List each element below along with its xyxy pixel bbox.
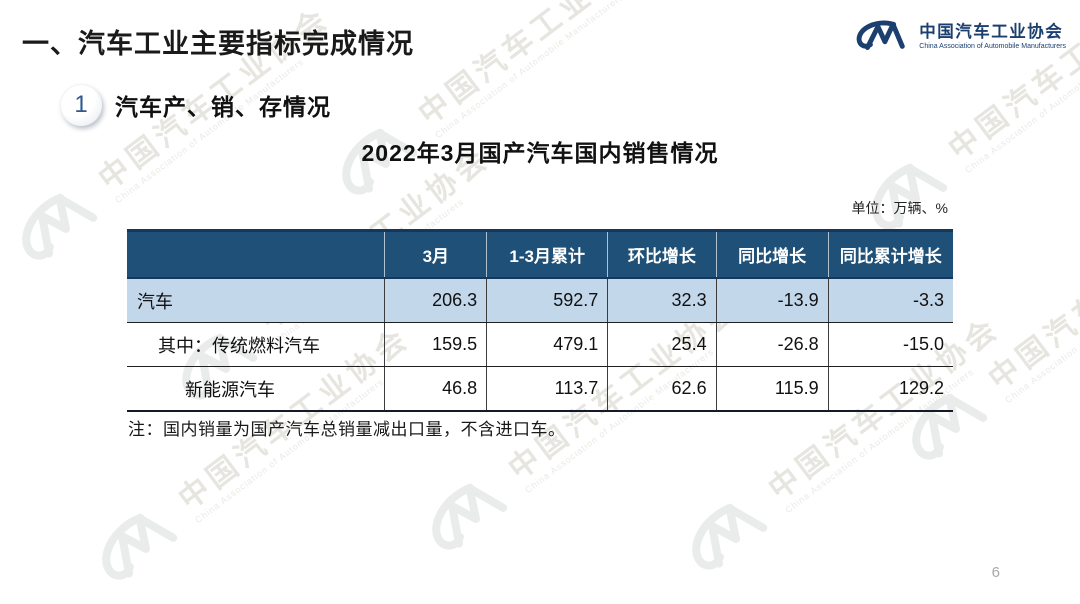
col-header-cumulative: 1-3月累计 [486, 229, 608, 279]
table-note: 注：国内销量为国产汽车总销量减出口量，不含进口车。 [128, 420, 566, 439]
section-title: 汽车产、销、存情况 [115, 94, 331, 120]
section-number: 1 [74, 91, 88, 118]
cell-value: 46.8 [384, 366, 487, 412]
col-header-mom-growth: 环比增长 [607, 229, 717, 279]
caam-logo: 中国汽车工业协会 China Association of Automobile… [853, 20, 1066, 53]
sales-table: 3月 1-3月累计 环比增长 同比增长 同比累计增长 汽车 206.3 592.… [127, 229, 953, 412]
cell-value: 206.3 [384, 278, 487, 323]
logo-org-subtitle: China Association of Automobile Manufact… [919, 42, 1066, 50]
table-row-traditional-fuel: 其中：传统燃料汽车 159.5 479.1 25.4 -26.8 -15.0 [127, 322, 953, 367]
cell-value: 113.7 [486, 366, 608, 412]
col-header-indicator [127, 229, 385, 279]
page-title: 一、汽车工业主要指标完成情况 [22, 29, 414, 59]
page-number: 6 [991, 564, 1000, 581]
cell-value: 129.2 [827, 366, 953, 412]
cell-value: -3.3 [827, 278, 953, 323]
cell-value: 32.3 [607, 278, 717, 323]
cell-value: 115.9 [715, 366, 829, 412]
table-header-row: 3月 1-3月累计 环比增长 同比增长 同比累计增长 [127, 229, 953, 279]
col-header-yoy-growth: 同比增长 [715, 229, 829, 279]
cell-value: 25.4 [607, 322, 717, 367]
col-header-yoy-cumulative-growth: 同比累计增长 [827, 229, 953, 279]
col-header-march: 3月 [384, 229, 487, 279]
cell-value: 592.7 [486, 278, 608, 323]
cell-value: -15.0 [827, 322, 953, 367]
cell-value: -13.9 [715, 278, 829, 323]
row-label: 汽车 [127, 278, 385, 323]
row-label: 新能源汽车 [127, 366, 385, 412]
table-row-nev: 新能源汽车 46.8 113.7 62.6 115.9 129.2 [127, 366, 953, 412]
table-row-autos: 汽车 206.3 592.7 32.3 -13.9 -3.3 [127, 278, 953, 323]
table-title: 2022年3月国产汽车国内销售情况 [361, 140, 719, 166]
row-label: 其中：传统燃料汽车 [127, 322, 385, 367]
cam-logo-icon [853, 20, 911, 53]
cell-value: 159.5 [384, 322, 487, 367]
section-header: 1 汽车产、销、存情况 [60, 84, 331, 126]
section-number-badge: 1 [60, 84, 102, 126]
cell-value: 62.6 [607, 366, 717, 412]
unit-label: 单位：万辆、% [851, 200, 948, 216]
cell-value: -26.8 [715, 322, 829, 367]
cell-value: 479.1 [486, 322, 608, 367]
logo-org-name: 中国汽车工业协会 [919, 22, 1064, 41]
